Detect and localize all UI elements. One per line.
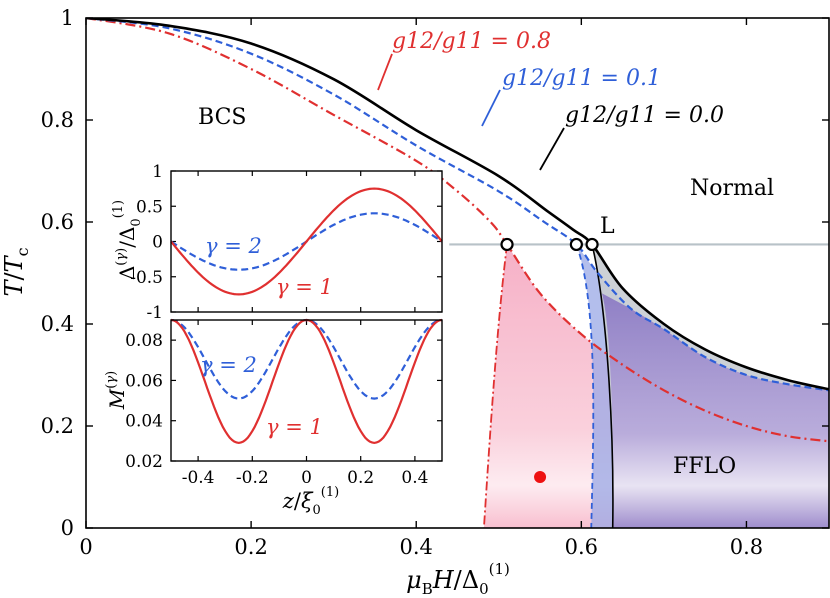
- lifshitz-point: [585, 237, 599, 252]
- inset-mag-frame: [170, 319, 443, 462]
- inset-x-tick-label: 0: [301, 468, 312, 488]
- inset-y-tick-label: -1: [146, 303, 163, 323]
- fflo-boundary-g00: [591, 244, 614, 528]
- lifshitz-point: [500, 237, 514, 252]
- inset-mag-gamma2: γ = 2: [200, 353, 257, 377]
- x-tick-label: 0.8: [730, 535, 763, 559]
- inset-y-tick-label: -0.5: [130, 268, 163, 288]
- label-leader-g08: [377, 53, 393, 91]
- x-tick-label: 0.6: [565, 535, 598, 559]
- inset-mag-xlabel: z/ξ0(1): [282, 485, 339, 518]
- lifshitz-point: [569, 237, 583, 252]
- y-axis-label: T/Tc: [0, 247, 32, 296]
- y-tick-label: 0.8: [41, 108, 74, 132]
- plot-frame: [85, 17, 830, 529]
- inset-y-tick-label: 0.06: [125, 371, 163, 391]
- x-tick-label: 0.2: [234, 535, 267, 559]
- lifshitz-label: L: [600, 214, 615, 239]
- inset-y-tick-label: 0.04: [125, 412, 163, 432]
- x-tick-label: 0.4: [400, 535, 433, 559]
- label-leader-g01: [481, 89, 501, 127]
- inset-gap-frame: [170, 170, 443, 313]
- fflo-boundary-g08: [483, 244, 508, 528]
- inset-mag-background: [171, 320, 442, 461]
- y-tick-label: 0.4: [41, 312, 74, 336]
- phase-line-g01: [86, 18, 829, 392]
- phase-line-g00: [86, 18, 829, 391]
- y-tick-label: 1: [61, 6, 74, 30]
- inset-series-line: [170, 187, 443, 296]
- region-normal-label: Normal: [690, 176, 774, 201]
- inset-gap-gamma1: γ = 1: [276, 275, 333, 299]
- inset-y-tick-label: 1: [152, 162, 163, 182]
- inset-y-tick-label: 0.5: [136, 197, 163, 217]
- y-tick-label: 0.2: [41, 414, 74, 438]
- inset-x-tick-label: -0.2: [236, 468, 269, 488]
- inset-x-tick-label: 0.2: [347, 468, 374, 488]
- region-fflo-label: FFLO: [673, 454, 736, 479]
- label-g08: g12/g11 = 0.8: [392, 29, 551, 54]
- main-ticks: 0 0.2 0.4 0.6 0.8 0 0.2 0.4 0.6 0.8 1: [41, 6, 829, 559]
- inset-mag-gamma1: γ = 1: [266, 415, 323, 439]
- y-tick-label: 0.6: [41, 210, 74, 234]
- label-g01: g12/g11 = 0.1: [502, 66, 661, 91]
- lifshitz-points: [500, 237, 599, 252]
- label-g00: g12/g11 = 0.0: [565, 103, 724, 128]
- inset-y-tick-label: 0.02: [125, 452, 163, 472]
- inset-x-tick-label: -0.4: [182, 468, 215, 488]
- y-tick-label: 0: [61, 516, 74, 540]
- region-bcs-label: BCS: [198, 105, 246, 130]
- label-leader-g00: [539, 127, 565, 171]
- fflo-boundary-g01: [575, 244, 595, 528]
- inset-magnetization: 0.08 0.06 0.04 0.02 -0.4 -0.2 0 0.2 0.4: [125, 318, 443, 488]
- marker-point: [534, 471, 547, 483]
- inset-y-tick-label: 0.08: [125, 331, 163, 351]
- inset-x-tick-label: 0.4: [401, 468, 428, 488]
- x-tick-label: 0: [79, 535, 92, 559]
- x-axis-label: μBH/Δ0(1): [406, 560, 510, 598]
- inset-gap-gamma2: γ = 2: [205, 234, 262, 258]
- inset-y-tick-label: 0: [152, 233, 163, 253]
- fflo-region-g00-purple: [601, 293, 829, 528]
